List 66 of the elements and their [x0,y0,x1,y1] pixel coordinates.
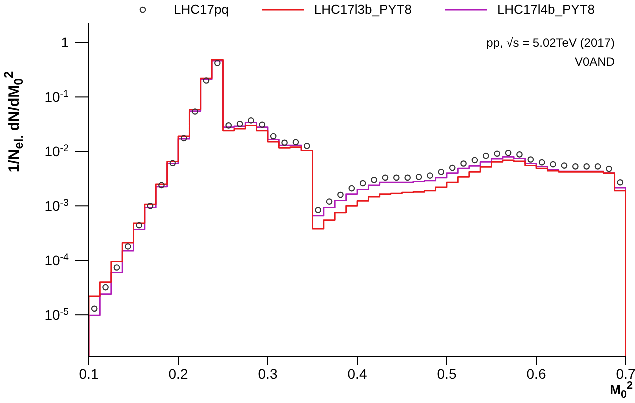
x-tick-label: 0.5 [437,366,457,382]
point [192,108,198,115]
y-tick-label: 1 [61,34,70,51]
point [617,179,624,186]
point [282,140,288,146]
point [226,122,232,129]
point [180,135,188,142]
point [136,222,142,229]
point [158,182,165,189]
point [315,207,322,214]
point [438,169,445,176]
point [326,198,333,205]
x-tick-label: 0.3 [258,366,278,382]
point [561,162,568,169]
point [516,152,523,158]
legend-label: LHC17l4b_PYT8 [497,2,595,17]
x-tick-label: 0.6 [526,366,546,382]
point [125,244,132,250]
y-tick-label: 10$^{-5}$ [44,306,70,324]
y-tick-label: 10$^{-2}$ [44,143,69,160]
point [550,161,556,168]
point [427,172,434,179]
point [102,284,109,291]
point [270,133,277,140]
point [304,143,310,150]
legend-label: LHC17l3b_PYT8 [314,2,412,17]
x-tick-label: 0.2 [168,366,188,382]
point [236,120,244,128]
x-tick-label: 0.7 [616,366,635,382]
point [214,60,221,66]
point [594,164,602,170]
point [147,202,154,210]
point [91,306,98,312]
point [572,164,579,170]
y-tick-label: 10$^{-4}$ [44,252,70,269]
point [382,174,389,182]
point [606,166,612,172]
point [203,78,210,84]
point [460,160,467,167]
point [505,150,512,156]
y-tick-label: 10$^{-1}$ [44,88,69,106]
point [416,174,422,180]
point [114,264,120,271]
point [248,118,254,124]
point [259,122,266,128]
annotation: pp, √s = 5.02TeV (2017) [486,36,615,50]
x-tick-label: 0.1 [79,366,99,382]
point [338,192,344,198]
legend-label: LHC17pq [174,2,229,17]
point [494,150,500,158]
point [404,174,411,182]
point [528,156,534,163]
point [483,152,490,160]
point [360,180,366,187]
point [170,160,176,166]
x-tick-label: 0.4 [348,366,368,382]
point [584,164,590,170]
point [449,164,456,172]
y-tick-label: 10$^{-3}$ [44,198,70,214]
point [472,157,478,164]
point [292,139,300,146]
point [538,159,546,166]
annotation: V0AND [574,55,615,69]
point [371,176,378,184]
point [394,174,400,182]
point [348,185,356,192]
